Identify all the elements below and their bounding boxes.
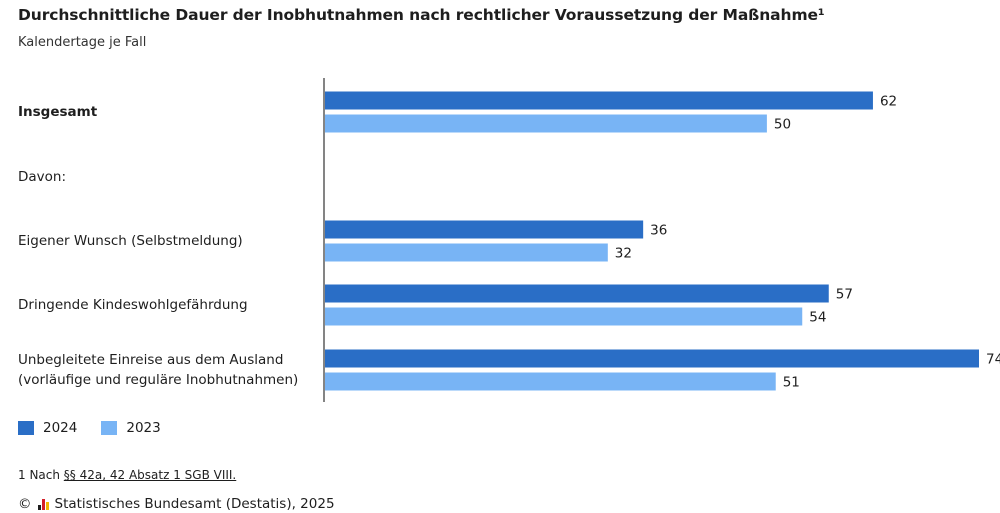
data-label-2024-4: 74 <box>986 352 1000 368</box>
data-label-2023-2: 32 <box>615 246 632 262</box>
category-label: Insgesamt <box>18 102 97 122</box>
legend: 2024 2023 <box>18 420 161 436</box>
category-label: Davon: <box>18 167 66 187</box>
bar-2024-2[interactable] <box>325 220 644 239</box>
category-label: Unbegleitete Einreise aus dem Ausland (vo… <box>18 350 298 390</box>
data-label-2023-3: 54 <box>809 310 826 326</box>
footnote: 1 Nach §§ 42a, 42 Absatz 1 SGB VIII. <box>18 468 236 482</box>
category-label-line: Insgesamt <box>18 104 98 120</box>
data-label-2024-3: 57 <box>836 287 853 303</box>
chart-subtitle: Kalendertage je Fall <box>18 35 147 50</box>
legend-swatch-2024 <box>18 421 34 435</box>
data-label-2024-0: 62 <box>880 94 897 110</box>
destatis-logo-icon <box>37 498 49 510</box>
bar-2023-3[interactable] <box>325 307 803 326</box>
category-label: Dringende Kindeswohlgefährdung <box>18 295 248 315</box>
category-label-line: Davon: <box>18 169 67 185</box>
category-label: Eigener Wunsch (Selbstmeldung) <box>18 231 243 251</box>
bar-2023-4[interactable] <box>325 372 776 391</box>
source-text: Statistisches Bundesamt (Destatis), 2025 <box>54 496 335 512</box>
legend-label-2023: 2023 <box>126 420 161 436</box>
bar-2023-0[interactable] <box>325 114 767 133</box>
legend-swatch-2023 <box>101 421 118 435</box>
footnote-prefix: 1 Nach <box>18 468 64 482</box>
legend-item-2024[interactable]: 2024 <box>18 420 77 436</box>
data-label-2023-0: 50 <box>774 117 791 133</box>
bar-2023-2[interactable] <box>325 243 608 262</box>
category-label-line: Unbegleitete Einreise aus dem Ausland <box>18 352 284 368</box>
legend-label-2024: 2024 <box>43 420 78 436</box>
bar-2024-3[interactable] <box>325 284 829 303</box>
chart-title: Durchschnittliche Dauer der Inobhutnahme… <box>18 6 825 24</box>
data-label-2024-2: 36 <box>650 223 667 239</box>
category-label-line: Dringende Kindeswohlgefährdung <box>18 297 248 313</box>
source-line: © Statistisches Bundesamt (Destatis), 20… <box>18 496 335 512</box>
bar-2024-0[interactable] <box>325 91 873 110</box>
bar-2024-4[interactable] <box>325 349 979 368</box>
category-label-line: Eigener Wunsch (Selbstmeldung) <box>18 233 243 249</box>
category-label-line: (vorläufige und reguläre Inobhutnahmen) <box>18 372 299 388</box>
footnote-link[interactable]: §§ 42a, 42 Absatz 1 SGB VIII. <box>63 468 237 482</box>
data-label-2023-4: 51 <box>783 375 800 391</box>
copyright-symbol: © <box>18 496 32 512</box>
legend-item-2023[interactable]: 2023 <box>101 420 161 436</box>
